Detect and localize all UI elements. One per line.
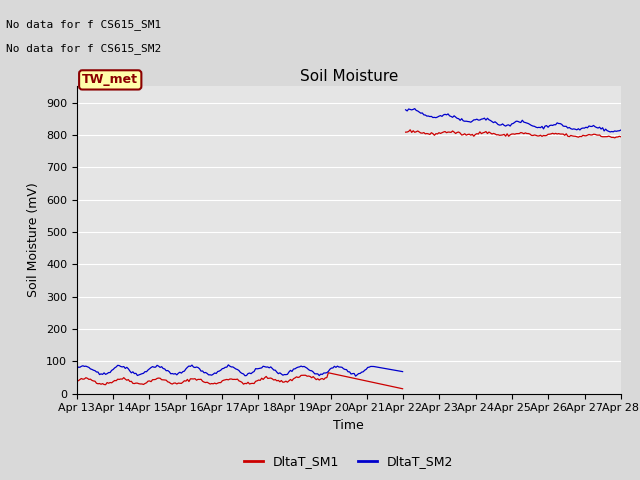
Y-axis label: Soil Moisture (mV): Soil Moisture (mV)	[28, 182, 40, 298]
Legend: DltaT_SM1, DltaT_SM2: DltaT_SM1, DltaT_SM2	[239, 450, 458, 473]
Title: Soil Moisture: Soil Moisture	[300, 69, 398, 84]
Text: No data for f CS615_SM1: No data for f CS615_SM1	[6, 19, 162, 30]
DltaT_SM1	[235, 378, 243, 384]
DltaT_SM2	[311, 371, 319, 377]
DltaT_SM2	[617, 127, 625, 133]
Line: DltaT_SM1: DltaT_SM1	[77, 130, 621, 389]
DltaT_SM1	[588, 132, 596, 138]
DltaT_SM2	[140, 371, 147, 376]
DltaT_SM1	[73, 378, 81, 384]
DltaT_SM1	[253, 378, 261, 384]
DltaT_SM2	[262, 364, 270, 370]
DltaT_SM1	[311, 375, 319, 381]
X-axis label: Time: Time	[333, 419, 364, 432]
DltaT_SM2	[73, 366, 81, 372]
DltaT_SM1	[617, 134, 625, 140]
Text: TW_met: TW_met	[82, 73, 138, 86]
DltaT_SM2	[235, 368, 243, 373]
DltaT_SM1	[262, 373, 270, 379]
DltaT_SM2	[253, 366, 261, 372]
Text: No data for f CS615_SM2: No data for f CS615_SM2	[6, 43, 162, 54]
Line: DltaT_SM2: DltaT_SM2	[77, 108, 621, 376]
DltaT_SM2	[588, 123, 596, 129]
DltaT_SM1	[140, 382, 147, 387]
